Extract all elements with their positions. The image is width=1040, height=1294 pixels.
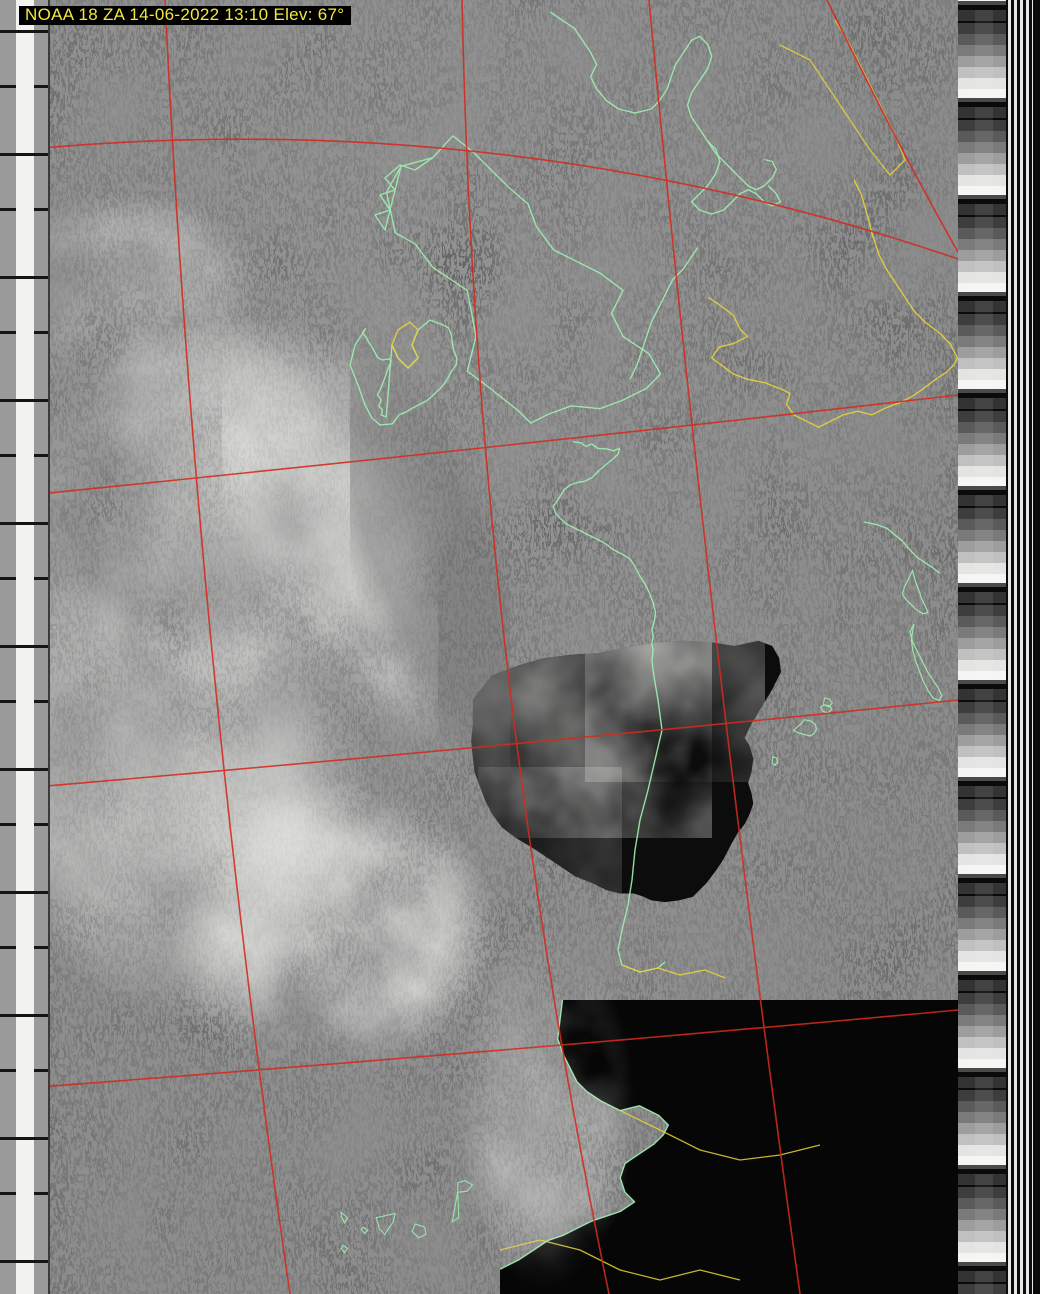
svg-text:NOAA 18 ZA 14-06-2022 13:10 El: NOAA 18 ZA 14-06-2022 13:10 Elev: 67° [25,5,344,24]
